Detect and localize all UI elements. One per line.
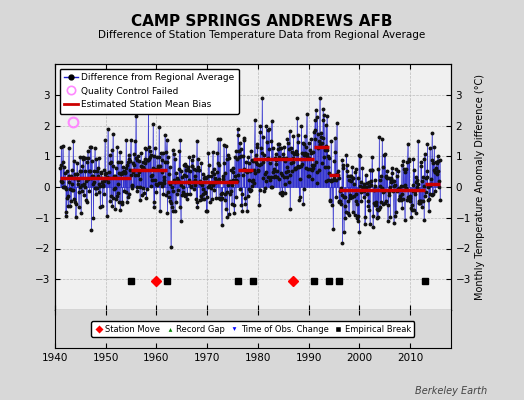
Text: Berkeley Earth: Berkeley Earth <box>415 386 487 396</box>
Text: CAMP SPRINGS ANDREWS AFB: CAMP SPRINGS ANDREWS AFB <box>131 14 393 29</box>
Text: Difference of Station Temperature Data from Regional Average: Difference of Station Temperature Data f… <box>99 30 425 40</box>
Y-axis label: Monthly Temperature Anomaly Difference (°C): Monthly Temperature Anomaly Difference (… <box>475 74 485 300</box>
Legend: Difference from Regional Average, Quality Control Failed, Estimated Station Mean: Difference from Regional Average, Qualit… <box>60 68 239 114</box>
Legend: Station Move, Record Gap, Time of Obs. Change, Empirical Break: Station Move, Record Gap, Time of Obs. C… <box>91 321 414 337</box>
